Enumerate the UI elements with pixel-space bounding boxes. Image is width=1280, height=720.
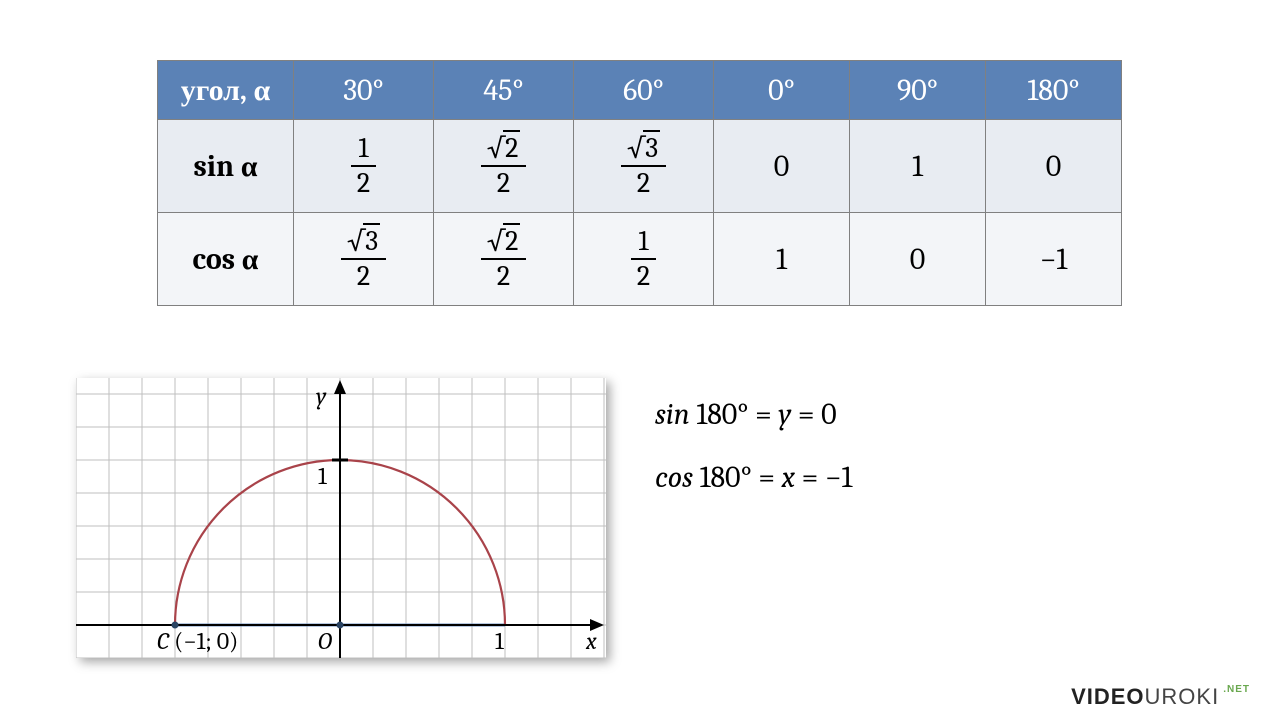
equation-sin: sin 180° = y = 0 (655, 398, 852, 433)
table-row-label: sin α (158, 120, 294, 213)
equation-cos: cos 180° = x = −1 (655, 461, 852, 496)
table-cell: 12 (294, 120, 434, 213)
svg-text:1: 1 (318, 462, 327, 490)
trig-values-table: угол, α 30° 45° 60° 0° 90° 180° sin α12√… (157, 60, 1122, 306)
table-cell: 0 (850, 213, 986, 306)
table-cell: 12 (574, 213, 714, 306)
table-header-angle: 30° (294, 61, 434, 120)
table-cell: 1 (850, 120, 986, 213)
table-header-angle: 0° (714, 61, 850, 120)
unit-semicircle-graph: y x 1 1 O C (−1; 0) (76, 378, 606, 658)
table-cell: 0 (714, 120, 850, 213)
table-cell: √22 (434, 120, 574, 213)
table-header-angle: 60° (574, 61, 714, 120)
svg-text:C (−1; 0): C (−1; 0) (157, 627, 238, 655)
table-cell: √22 (434, 213, 574, 306)
table-cell: √32 (294, 213, 434, 306)
table-row: sin α12√22√32010 (158, 120, 1122, 213)
logo-light: UROKI (1145, 684, 1220, 709)
svg-text:x: x (585, 627, 597, 655)
table-cell: −1 (986, 213, 1122, 306)
videouroki-logo: VIDEOUROKI.NET (1071, 684, 1252, 710)
table-cell: 1 (714, 213, 850, 306)
svg-text:y: y (316, 382, 327, 410)
table-header-angle: 180° (986, 61, 1122, 120)
logo-bold: VIDEO (1071, 684, 1144, 709)
logo-tld: .NET (1221, 683, 1252, 696)
table-row-label: cos α (158, 213, 294, 306)
graph-svg: y x 1 1 O C (−1; 0) (76, 378, 606, 658)
table-header-row: угол, α 30° 45° 60° 0° 90° 180° (158, 61, 1122, 120)
equations-block: sin 180° = y = 0 cos 180° = x = −1 (655, 398, 852, 523)
svg-text:O: O (318, 627, 332, 655)
table-cell: 0 (986, 120, 1122, 213)
table-header-angle: 90° (850, 61, 986, 120)
table-header-angle-label: угол, α (158, 61, 294, 120)
table-header-angle: 45° (434, 61, 574, 120)
svg-text:1: 1 (495, 627, 504, 655)
table-row: cos α√32√221210−1 (158, 213, 1122, 306)
table-cell: √32 (574, 120, 714, 213)
